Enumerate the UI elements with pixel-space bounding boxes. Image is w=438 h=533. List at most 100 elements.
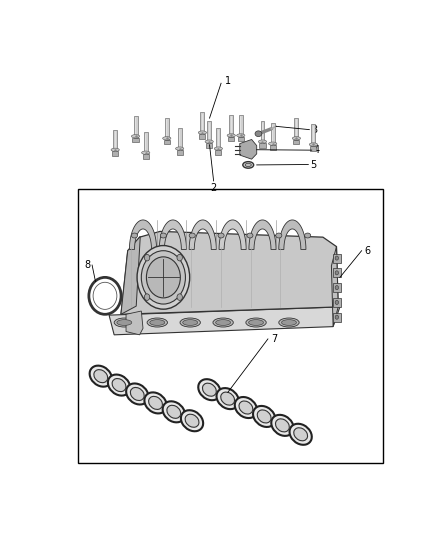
Ellipse shape — [131, 135, 140, 138]
Polygon shape — [279, 220, 306, 249]
Polygon shape — [249, 220, 276, 249]
Ellipse shape — [309, 143, 318, 146]
Ellipse shape — [258, 140, 267, 143]
Text: 8: 8 — [84, 260, 90, 270]
Ellipse shape — [205, 140, 213, 143]
Ellipse shape — [198, 379, 220, 400]
Ellipse shape — [282, 320, 297, 325]
Bar — [238, 136, 244, 141]
Bar — [134, 116, 138, 138]
Ellipse shape — [268, 142, 277, 146]
Bar — [215, 150, 222, 155]
Bar — [293, 140, 300, 144]
Bar — [333, 313, 341, 322]
Ellipse shape — [243, 161, 254, 168]
Ellipse shape — [147, 318, 167, 327]
Text: 3: 3 — [311, 125, 317, 135]
Ellipse shape — [237, 134, 245, 137]
Ellipse shape — [214, 147, 223, 150]
Bar — [132, 138, 138, 142]
Polygon shape — [219, 220, 246, 249]
Ellipse shape — [271, 415, 293, 436]
Ellipse shape — [167, 405, 181, 418]
Bar — [311, 124, 315, 146]
Bar — [216, 128, 220, 150]
Text: 2: 2 — [211, 183, 217, 193]
Polygon shape — [121, 236, 140, 314]
Ellipse shape — [335, 286, 339, 290]
Ellipse shape — [290, 424, 312, 445]
Ellipse shape — [335, 315, 339, 319]
Ellipse shape — [177, 294, 182, 301]
Polygon shape — [159, 220, 187, 249]
Ellipse shape — [177, 254, 182, 261]
Ellipse shape — [216, 388, 239, 409]
Bar — [261, 122, 265, 143]
Ellipse shape — [235, 397, 257, 418]
Polygon shape — [121, 231, 338, 314]
Ellipse shape — [335, 256, 339, 260]
Bar — [333, 254, 341, 263]
Ellipse shape — [160, 233, 166, 238]
Polygon shape — [189, 220, 216, 249]
Bar — [333, 283, 341, 292]
Bar — [229, 115, 233, 136]
Text: 7: 7 — [271, 334, 278, 344]
Bar — [78, 189, 383, 463]
Bar — [164, 140, 170, 144]
Ellipse shape — [239, 401, 253, 414]
Ellipse shape — [304, 233, 311, 238]
Ellipse shape — [189, 233, 195, 238]
Bar — [178, 128, 182, 150]
Text: 5: 5 — [310, 159, 316, 169]
Ellipse shape — [126, 383, 148, 405]
Bar — [259, 143, 265, 148]
Ellipse shape — [183, 320, 198, 325]
Ellipse shape — [227, 134, 235, 137]
Bar — [143, 154, 149, 159]
Ellipse shape — [294, 428, 307, 441]
Bar — [270, 145, 276, 150]
Ellipse shape — [249, 320, 264, 325]
Ellipse shape — [255, 131, 262, 136]
Ellipse shape — [185, 414, 199, 427]
Bar — [207, 122, 211, 143]
Text: 4: 4 — [314, 145, 320, 155]
Polygon shape — [126, 311, 143, 335]
Bar — [201, 112, 205, 134]
Ellipse shape — [198, 131, 207, 134]
Bar — [311, 146, 317, 150]
Ellipse shape — [145, 294, 150, 301]
Bar — [333, 268, 341, 277]
Bar — [294, 118, 298, 140]
Ellipse shape — [137, 246, 190, 309]
Ellipse shape — [292, 136, 300, 140]
Bar — [333, 298, 341, 307]
Bar — [112, 151, 118, 156]
Ellipse shape — [114, 318, 134, 327]
Ellipse shape — [145, 254, 150, 261]
Bar — [271, 124, 275, 145]
Bar — [239, 115, 243, 136]
Ellipse shape — [112, 378, 126, 392]
Ellipse shape — [90, 366, 112, 386]
Ellipse shape — [257, 410, 271, 423]
Polygon shape — [109, 307, 340, 335]
Ellipse shape — [141, 251, 185, 304]
Ellipse shape — [246, 318, 266, 327]
Ellipse shape — [276, 233, 282, 238]
Ellipse shape — [221, 392, 234, 405]
Bar — [165, 118, 169, 140]
Polygon shape — [240, 140, 257, 159]
Ellipse shape — [215, 320, 230, 325]
Polygon shape — [130, 220, 156, 249]
Ellipse shape — [181, 410, 203, 431]
Ellipse shape — [279, 318, 299, 327]
Ellipse shape — [150, 320, 165, 325]
Ellipse shape — [218, 233, 224, 238]
Ellipse shape — [108, 375, 130, 395]
Ellipse shape — [141, 151, 150, 155]
Bar — [206, 143, 212, 148]
Ellipse shape — [253, 406, 275, 427]
Ellipse shape — [247, 233, 253, 238]
